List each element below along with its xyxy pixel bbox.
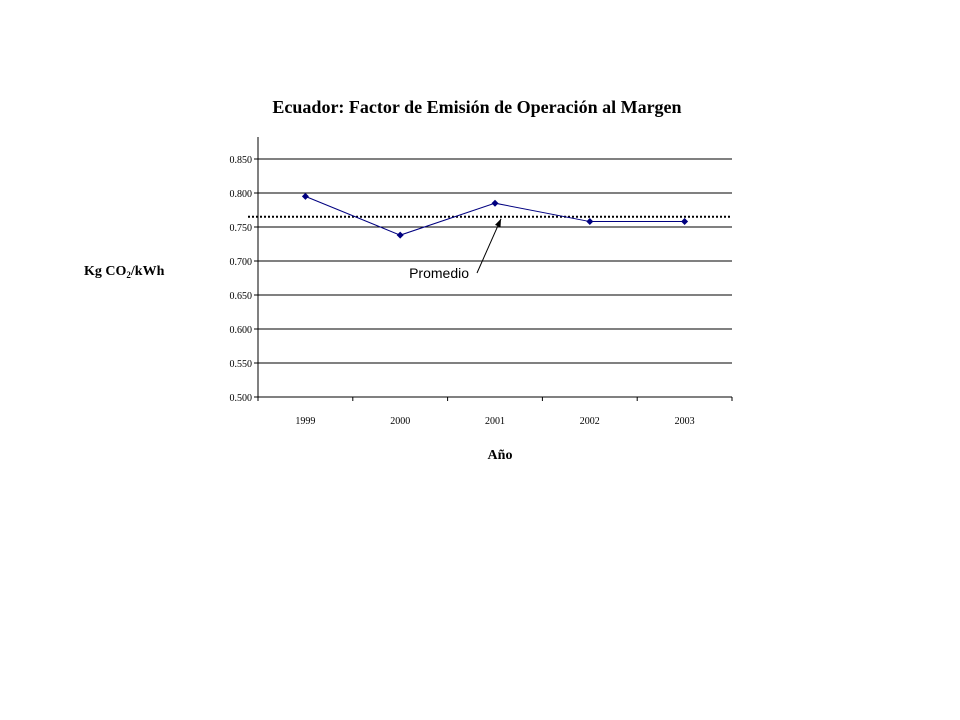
series-group [301, 192, 689, 239]
y-axis-title: Kg CO2/kWh [84, 264, 164, 280]
data-point [586, 218, 594, 226]
x-tick-label: 2003 [675, 416, 695, 427]
data-point [301, 192, 309, 200]
y-axis-title-suffix: /kWh [130, 264, 165, 279]
y-tick-label: 0.800 [230, 189, 253, 200]
y-tick-label: 0.500 [230, 393, 253, 404]
x-tick-label: 2002 [580, 416, 600, 427]
average-arrow-head [495, 218, 501, 228]
average-group: Promedio [248, 215, 732, 281]
y-tick-labels: 0.500 0.550 0.600 0.650 0.700 0.750 0.800 0.850 [230, 155, 253, 404]
chart-title: Ecuador: Factor de Emisión de Operación … [272, 97, 682, 117]
data-point [491, 199, 499, 207]
y-tick-label: 0.600 [230, 325, 253, 336]
y-tick-label: 0.650 [230, 291, 253, 302]
average-arrow-line [476, 218, 502, 274]
gridlines [258, 158, 732, 364]
x-tick-label: 1999 [295, 416, 315, 427]
average-label: Promedio [409, 265, 469, 281]
x-tick-label: 2001 [485, 416, 505, 427]
y-tick-label: 0.850 [230, 155, 253, 166]
y-tick-label: 0.750 [230, 223, 253, 234]
y-axis-title-subscript: 2 [126, 270, 131, 280]
y-axis-title-prefix: Kg CO [84, 264, 127, 279]
y-tick-label: 0.550 [230, 359, 253, 370]
data-point [681, 218, 689, 226]
y-tick-label: 0.700 [230, 257, 253, 268]
data-point [396, 231, 404, 239]
x-tick-label: 2000 [390, 416, 410, 427]
x-axis-title: Año [487, 448, 513, 463]
axes [254, 137, 733, 401]
x-tick-labels: 1999 2000 2001 2002 2003 [295, 416, 694, 427]
